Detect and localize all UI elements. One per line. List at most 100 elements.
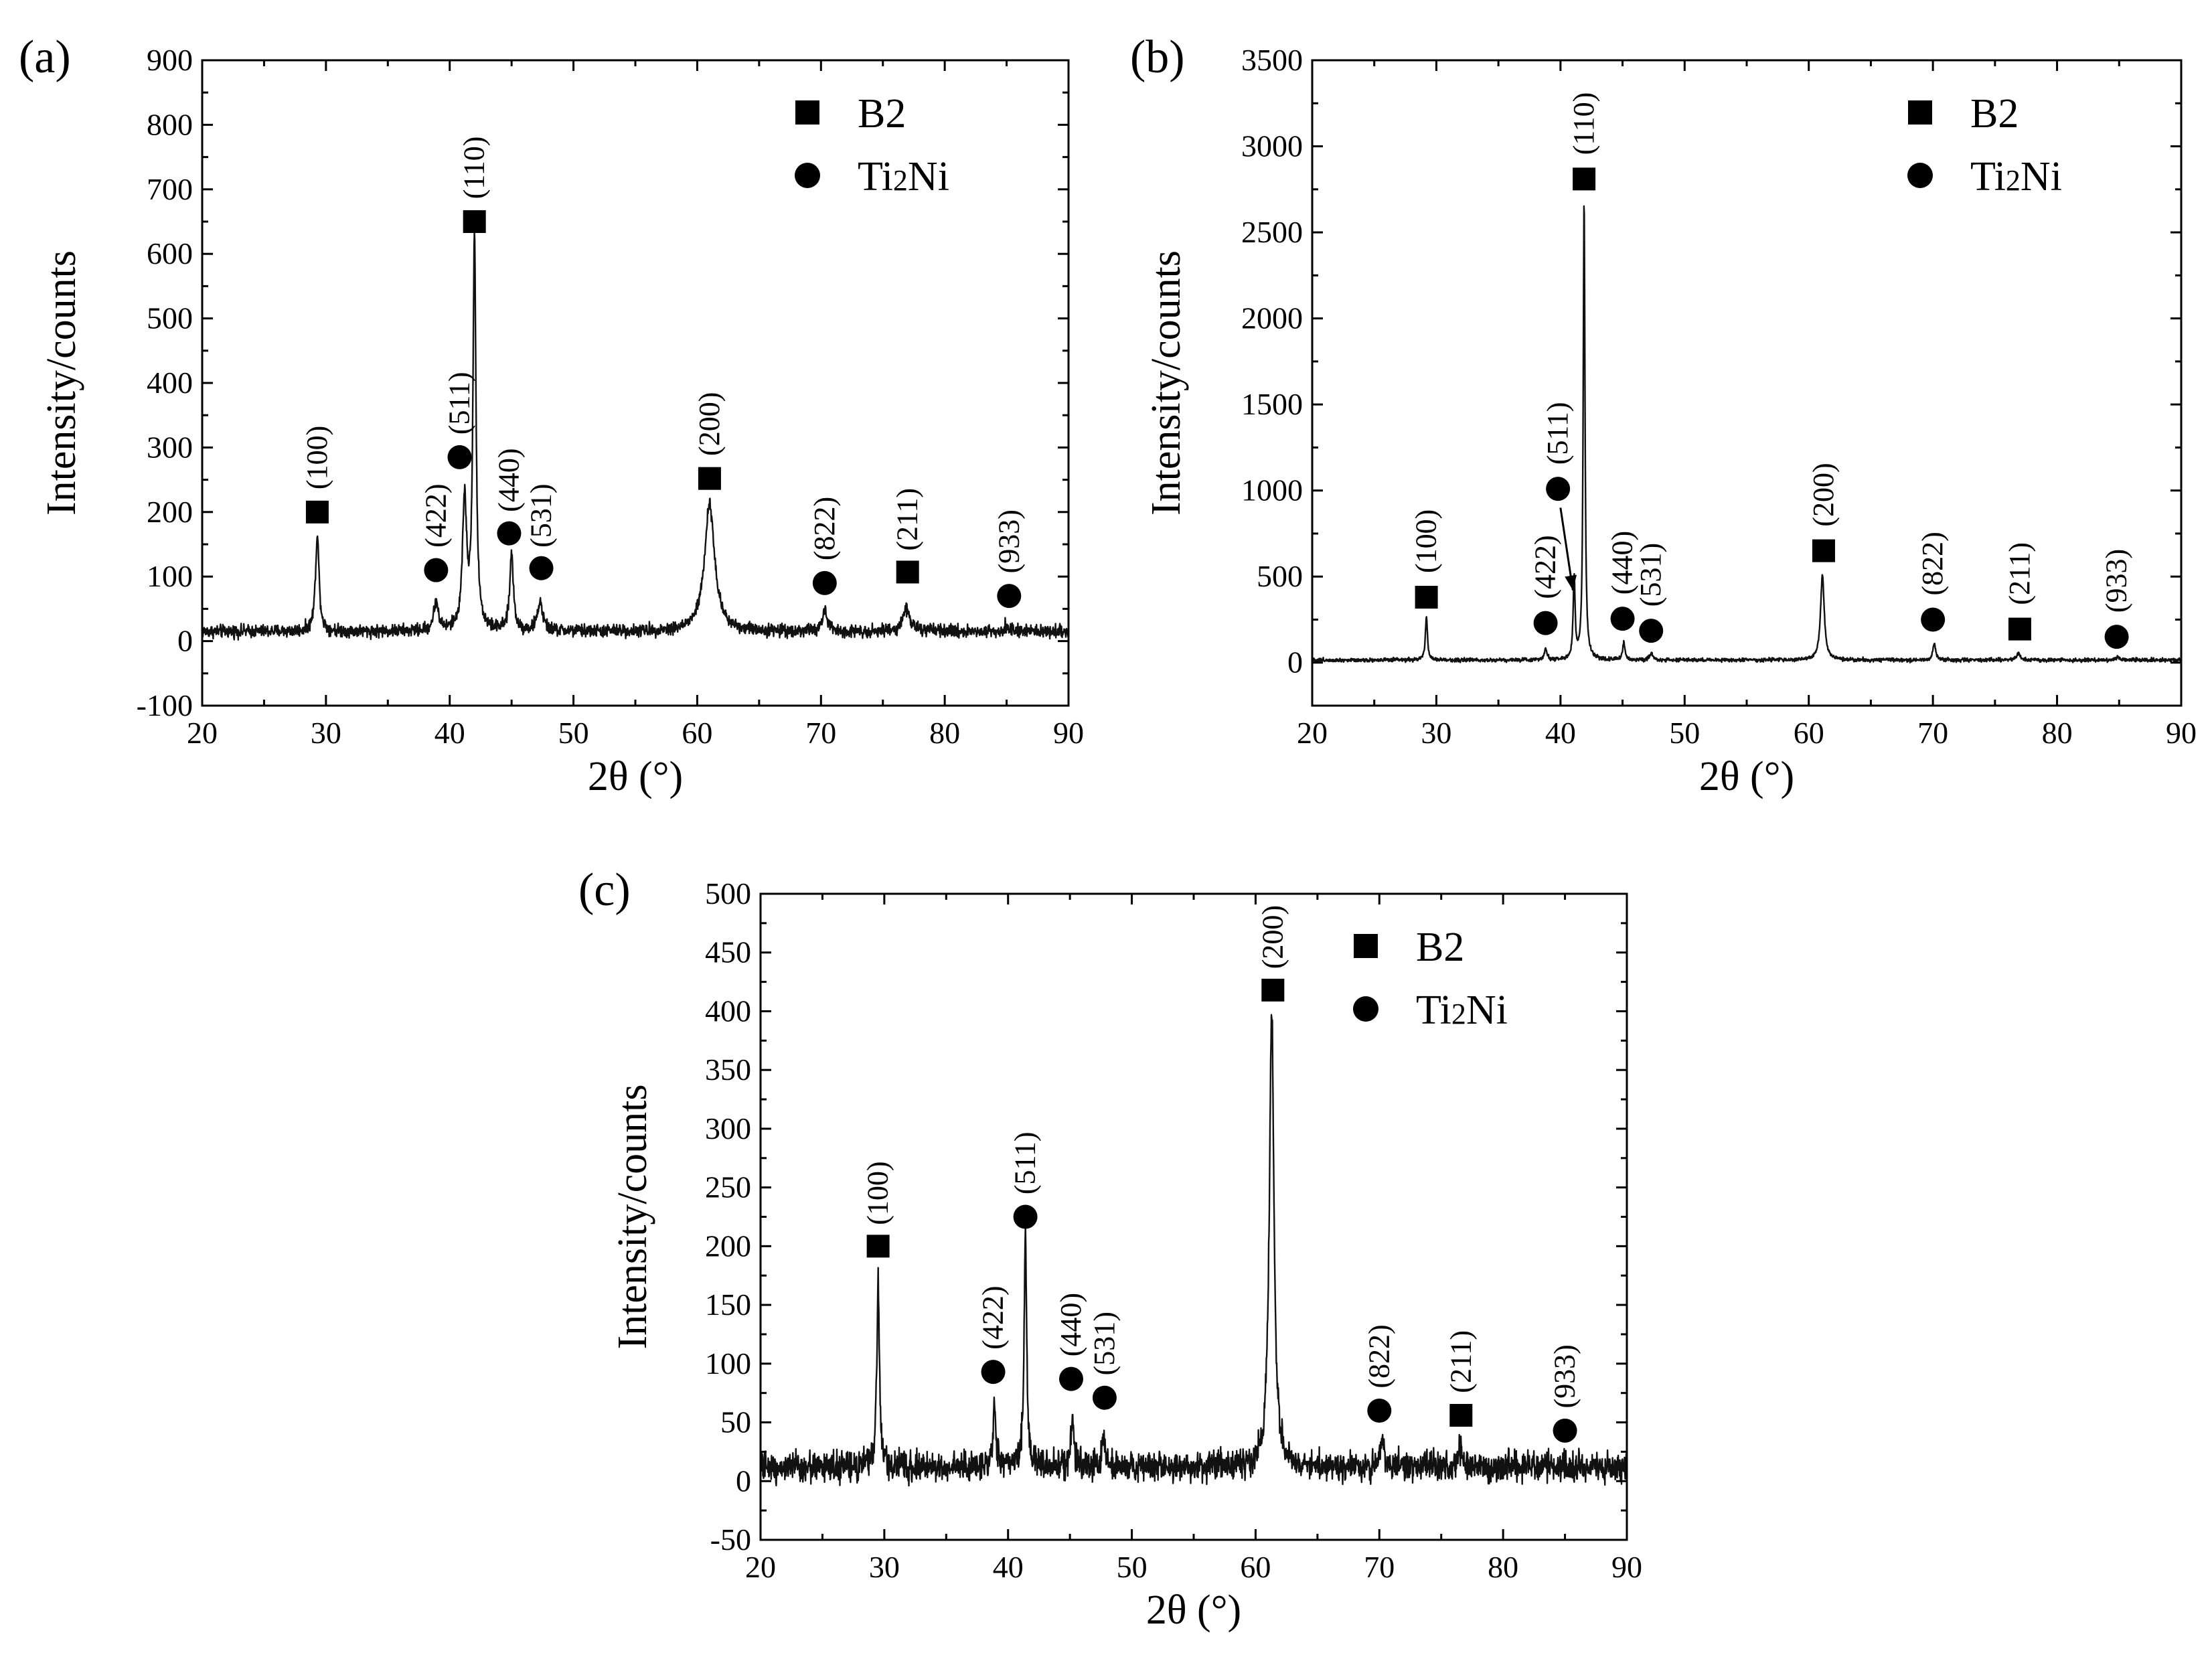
peak-label: (422) <box>419 484 452 548</box>
y-tick-label: 250 <box>705 1170 751 1204</box>
b2-peak-marker <box>698 467 721 490</box>
y-tick-label: 200 <box>147 495 193 529</box>
y-tick-label: 0 <box>177 624 193 658</box>
peak-label: (110) <box>1567 92 1600 155</box>
y-tick-label: 3500 <box>1241 43 1303 77</box>
x-tick-label: 70 <box>1364 1550 1395 1584</box>
b2-peak-marker <box>463 210 486 233</box>
y-axis-title: Intensity/counts <box>610 1084 655 1349</box>
x-tick-label: 80 <box>929 716 960 750</box>
x-tick-label: 60 <box>1794 716 1824 750</box>
ti2ni-peak-marker <box>981 1360 1006 1385</box>
ti2ni-peak-marker <box>1553 1418 1577 1443</box>
panel-a: 20 30 40 50 60 70 80 90 -100 0 100 200 300 400 500 600 7… <box>19 31 1084 799</box>
peak-label: (822) <box>808 497 841 560</box>
x-axis-title: 2θ (°) <box>1699 754 1794 799</box>
panel-label: (b) <box>1130 31 1185 83</box>
ti2ni-peak-marker <box>1921 607 1946 632</box>
peak-label: (822) <box>1362 1324 1395 1388</box>
x-tick-label: 40 <box>434 716 465 750</box>
b2-peak-marker <box>1415 586 1438 609</box>
legend-label-b2: B2 <box>1416 925 1464 970</box>
legend-label-ti2ni: Ti2Ni <box>858 154 949 200</box>
legend-circle-icon <box>1907 163 1933 188</box>
peak-label: (531) <box>1634 543 1667 607</box>
peak-label: (933) <box>1549 1344 1581 1408</box>
ti2ni-peak-marker <box>1533 611 1558 635</box>
y-tick-label: 500 <box>1257 559 1303 593</box>
y-tick-label: 500 <box>705 876 751 911</box>
b2-peak-marker <box>1812 539 1835 562</box>
ti2ni-peak-marker <box>1367 1399 1392 1423</box>
ti2ni-peak-marker <box>2104 625 2129 649</box>
peak-label: (440) <box>1054 1293 1087 1356</box>
y-tick-label: 600 <box>147 236 193 270</box>
y-tick-label: 300 <box>147 430 193 464</box>
y-tick-label: 400 <box>147 366 193 400</box>
x-tick-label: 30 <box>1421 716 1451 750</box>
x-tick-label: 90 <box>1611 1550 1642 1584</box>
y-tick-label: 100 <box>147 559 193 593</box>
y-tick-label: 50 <box>720 1405 751 1439</box>
x-tick-label: 70 <box>1917 716 1948 750</box>
x-tick-label: 20 <box>1297 716 1328 750</box>
y-tick-label: -50 <box>710 1522 751 1557</box>
ti2ni-peak-marker <box>997 584 1022 609</box>
ti2ni-peak-marker <box>1013 1204 1038 1229</box>
y-tick-label: 400 <box>705 994 751 1028</box>
y-axis-title: Intensity/counts <box>1143 250 1189 516</box>
panel-label: (a) <box>19 31 71 83</box>
legend-label-b2: B2 <box>858 91 906 137</box>
x-tick-label: 60 <box>682 716 712 750</box>
x-tick-label: 30 <box>869 1550 900 1584</box>
peak-label: (531) <box>1088 1312 1121 1375</box>
peak-label: (511) <box>443 372 476 435</box>
legend-label-ti2ni: Ti2Ni <box>1970 154 2062 200</box>
y-tick-label: 1500 <box>1241 387 1303 421</box>
y-tick-label: 500 <box>147 301 193 335</box>
arrow-head-icon <box>1565 574 1577 590</box>
peak-label: (511) <box>1541 402 1574 465</box>
y-tick-label: 300 <box>705 1111 751 1146</box>
y-tick-label: 700 <box>147 172 193 206</box>
y-tick-label: 900 <box>147 43 193 77</box>
peak-label: (200) <box>693 392 726 456</box>
ti2ni-peak-marker <box>812 570 837 595</box>
peak-label: (440) <box>492 448 525 511</box>
legend-square-icon <box>1908 100 1932 125</box>
legend-label-b2: B2 <box>1970 91 2019 137</box>
panel-b: 20 30 40 50 60 70 80 90 0 500 1000 1500 2000 2500 3000… <box>1130 31 2197 799</box>
x-axis-title: 2θ (°) <box>588 754 683 799</box>
x-tick-label: 50 <box>558 716 589 750</box>
x-tick-label: 70 <box>805 716 836 750</box>
ti2ni-peak-marker <box>1546 477 1571 501</box>
peak-label: (200) <box>1256 905 1289 969</box>
y-tick-label: 100 <box>705 1346 751 1380</box>
peak-label: (110) <box>458 137 491 200</box>
y-tick-label: 3000 <box>1241 129 1303 163</box>
x-tick-label: 90 <box>1053 716 1084 750</box>
x-axis-title: 2θ (°) <box>1146 1587 1241 1633</box>
x-tick-label: 60 <box>1240 1550 1271 1584</box>
peak-label: (100) <box>301 426 333 489</box>
x-tick-label: 30 <box>311 716 341 750</box>
x-tick-label: 40 <box>1545 716 1576 750</box>
peak-label: (100) <box>862 1161 894 1225</box>
panel-label: (c) <box>578 864 631 916</box>
peak-label: (933) <box>992 509 1025 573</box>
x-tick-label: 20 <box>745 1550 776 1584</box>
ti2ni-peak-marker <box>1058 1366 1083 1391</box>
y-tick-label: 800 <box>147 107 193 141</box>
b2-peak-marker <box>1449 1404 1473 1427</box>
legend-square-icon <box>1354 934 1378 958</box>
xrd-trace-b <box>1311 205 2183 663</box>
y-tick-label: 2500 <box>1241 215 1303 249</box>
peak-label: (211) <box>2003 542 2036 605</box>
x-tick-label: 80 <box>1488 1550 1518 1584</box>
peak-label: (511) <box>1009 1131 1042 1194</box>
peak-label: (933) <box>2100 549 2133 613</box>
b2-peak-marker <box>305 500 329 524</box>
y-tick-label: -100 <box>137 688 193 722</box>
peak-label: (211) <box>1444 1330 1477 1393</box>
